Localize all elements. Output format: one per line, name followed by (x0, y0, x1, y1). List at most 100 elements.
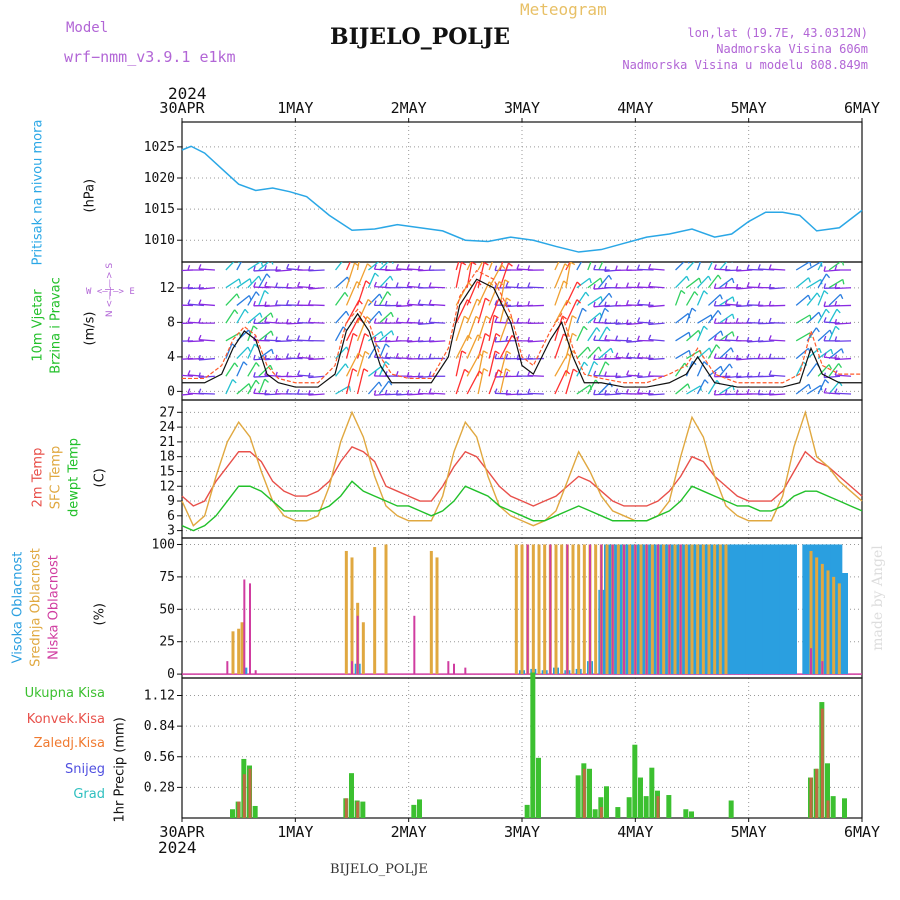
cloud-low-bar (453, 663, 455, 675)
wind-barb-flag (527, 282, 531, 288)
wind-barb (675, 275, 688, 289)
precip-total-bar (643, 796, 649, 818)
wind-barb (187, 303, 204, 307)
wind-barb-flag (704, 379, 709, 384)
wind-barb (368, 262, 380, 271)
precip-conv-bar (356, 801, 360, 818)
cloud-mid-bar (809, 550, 813, 675)
wind-barb (637, 356, 654, 360)
wind-barb-flag (379, 293, 383, 299)
wind-barb (466, 353, 481, 377)
precip-total-bar (349, 773, 354, 818)
wind-barb (835, 357, 852, 361)
wind-barb (675, 383, 689, 395)
wind-barb-flag (735, 389, 739, 395)
wind-barb (817, 308, 827, 324)
wind-barb-flag (354, 262, 359, 267)
wind-barb-flag (380, 331, 384, 337)
wind-barb-flag (417, 299, 421, 305)
wind-barb (236, 262, 242, 271)
wind-barb (247, 291, 257, 306)
wind-barb-flag (506, 297, 511, 302)
precip-total-legend: Ukupna Kisa (24, 686, 105, 701)
cloud-mid-bar (718, 544, 722, 675)
wind-barb-flag (389, 275, 394, 281)
year-label-bottom: 2024 (158, 838, 197, 857)
wind-barb (378, 275, 391, 289)
wind-barb-flag (516, 264, 520, 270)
wind-barb (455, 315, 465, 342)
wind-barb (335, 262, 343, 271)
wind-barb-flag (585, 291, 590, 297)
wind-barb-flag (395, 335, 399, 342)
wind-barb (686, 385, 701, 395)
wind-barb-flag (823, 352, 827, 358)
wind-barb (686, 277, 700, 289)
wind-barb-flag (177, 300, 179, 305)
wind-barb-flag (477, 334, 482, 339)
wind-barb-flag (724, 282, 728, 288)
wind-barb-flag (255, 379, 260, 385)
wind-barb (769, 268, 786, 271)
wind-barb-flag (253, 354, 256, 360)
wind-barb (236, 346, 249, 360)
wind-barb-flag (823, 387, 827, 394)
wind-barb (418, 340, 435, 343)
wind-barb-flag (266, 273, 271, 279)
wind-barb-flag (508, 245, 512, 248)
wind-barb-flag (593, 301, 596, 307)
wind-barb-flag (177, 370, 179, 375)
wind-barb-flag (286, 299, 290, 306)
wind-barb (275, 269, 292, 272)
wind-barb-flag (802, 361, 808, 366)
cloud-ytick-label: 100 (152, 537, 175, 552)
wind-barb-flag (648, 263, 652, 269)
wind-barb-flag (385, 361, 390, 366)
wind-barb-flag (688, 332, 691, 338)
wind-barb-flag (461, 262, 467, 266)
wind-barb-flag (297, 370, 301, 376)
wind-barb-flag (720, 330, 724, 336)
cloud-low-bar (526, 544, 529, 675)
wind-barb (554, 262, 560, 271)
wind-barb-flag (598, 346, 602, 352)
wind-barb-flag (818, 347, 822, 354)
wind-barb-flag (198, 299, 202, 305)
wind-barb-flag (384, 265, 388, 271)
cloud-mid-bar (701, 544, 705, 675)
precip-conv-bar (344, 798, 348, 818)
wind-barb-flag (428, 265, 432, 271)
cloud-ytick-label: 50 (159, 602, 175, 617)
wind-barb-flag (615, 265, 618, 271)
wind-barb (637, 303, 654, 307)
wind-barb (368, 366, 382, 377)
wind-barb-flag (248, 383, 252, 389)
wind-barb-flag (243, 361, 248, 366)
wind-barb (527, 392, 544, 395)
wind-barb-flag (606, 326, 611, 332)
wind-barb (385, 393, 402, 396)
wind-barb-flag (615, 300, 618, 307)
wind-barb-flag (307, 354, 311, 360)
wind-barb (769, 374, 786, 377)
wind-barb (407, 321, 424, 324)
wind-barb-flag (467, 334, 472, 340)
cloud-mid-bar (514, 544, 518, 675)
wind-barb (686, 262, 695, 271)
wind-barb-flag (253, 300, 256, 307)
wind-barb-flag (286, 318, 289, 325)
wind-barb (182, 375, 183, 377)
wind-barb-flag (713, 283, 717, 289)
wind-barb (236, 361, 245, 377)
wind-barb (182, 287, 193, 289)
wind-barb (527, 286, 544, 289)
precip-total-bar (666, 795, 672, 818)
pressure-ytick-label: 1010 (144, 233, 175, 248)
wind-barb-flag (594, 255, 598, 258)
wind-barb (378, 291, 389, 306)
wind-barb (477, 262, 485, 288)
wind-barb (198, 357, 215, 361)
wind-barb-flag (505, 371, 509, 377)
wind-barb-flag (395, 301, 399, 307)
